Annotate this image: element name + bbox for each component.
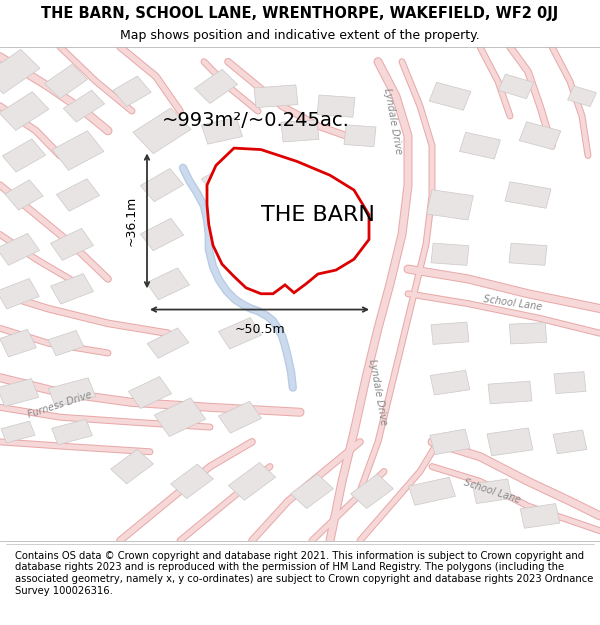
Polygon shape [170, 464, 214, 499]
Polygon shape [0, 92, 49, 131]
Polygon shape [0, 233, 40, 265]
Polygon shape [218, 318, 262, 349]
Polygon shape [218, 401, 262, 433]
Polygon shape [290, 474, 334, 509]
Polygon shape [509, 243, 547, 266]
Polygon shape [249, 234, 315, 284]
Polygon shape [0, 49, 40, 94]
Polygon shape [0, 379, 39, 406]
Text: School Lane: School Lane [463, 478, 521, 505]
Polygon shape [5, 180, 43, 210]
Text: Contains OS data © Crown copyright and database right 2021. This information is : Contains OS data © Crown copyright and d… [15, 551, 593, 596]
Polygon shape [509, 322, 547, 344]
Text: THE BARN: THE BARN [261, 205, 375, 225]
Polygon shape [257, 177, 307, 212]
Text: ~50.5m: ~50.5m [234, 323, 285, 336]
Polygon shape [229, 462, 275, 500]
Polygon shape [202, 118, 242, 144]
Polygon shape [140, 218, 184, 251]
Polygon shape [281, 119, 319, 142]
Polygon shape [488, 381, 532, 404]
Text: THE BARN, SCHOOL LANE, WRENTHORPE, WAKEFIELD, WF2 0JJ: THE BARN, SCHOOL LANE, WRENTHORPE, WAKEF… [41, 6, 559, 21]
Polygon shape [110, 449, 154, 484]
Polygon shape [568, 86, 596, 107]
Polygon shape [254, 85, 298, 107]
Text: ~36.1m: ~36.1m [124, 196, 137, 246]
Text: School Lane: School Lane [483, 294, 543, 312]
Polygon shape [350, 474, 394, 509]
Polygon shape [0, 279, 40, 309]
Polygon shape [520, 504, 560, 528]
Polygon shape [140, 169, 184, 202]
Polygon shape [64, 90, 104, 122]
Polygon shape [146, 268, 190, 300]
Polygon shape [48, 331, 84, 356]
Polygon shape [554, 372, 586, 394]
Polygon shape [207, 148, 369, 294]
Polygon shape [0, 329, 37, 357]
Polygon shape [1, 421, 35, 443]
Polygon shape [202, 159, 254, 201]
Polygon shape [49, 378, 95, 408]
Text: Map shows position and indicative extent of the property.: Map shows position and indicative extent… [120, 29, 480, 42]
Polygon shape [487, 428, 533, 456]
Polygon shape [154, 398, 206, 436]
Polygon shape [429, 82, 471, 110]
Polygon shape [519, 122, 561, 150]
Polygon shape [427, 190, 473, 220]
Polygon shape [194, 69, 238, 104]
Polygon shape [472, 479, 512, 504]
Polygon shape [44, 64, 88, 99]
Polygon shape [147, 328, 189, 358]
Polygon shape [409, 478, 455, 505]
Polygon shape [317, 95, 355, 118]
Polygon shape [431, 243, 469, 266]
Polygon shape [128, 376, 172, 409]
Polygon shape [430, 371, 470, 395]
Polygon shape [430, 429, 470, 454]
Text: ~993m²/~0.245ac.: ~993m²/~0.245ac. [162, 111, 350, 131]
Polygon shape [50, 228, 94, 261]
Polygon shape [553, 430, 587, 454]
Polygon shape [52, 131, 104, 171]
Polygon shape [431, 322, 469, 344]
Polygon shape [2, 139, 46, 172]
Polygon shape [344, 125, 376, 147]
Text: Lyndale Drive: Lyndale Drive [382, 87, 404, 155]
Polygon shape [56, 179, 100, 211]
Polygon shape [133, 108, 191, 154]
Polygon shape [52, 419, 92, 445]
Polygon shape [460, 132, 500, 159]
Polygon shape [113, 76, 151, 106]
Polygon shape [499, 74, 533, 99]
Polygon shape [50, 274, 94, 304]
Text: Lyndale Drive: Lyndale Drive [367, 359, 389, 426]
Text: Furness Drive: Furness Drive [26, 390, 94, 420]
Polygon shape [505, 182, 551, 208]
